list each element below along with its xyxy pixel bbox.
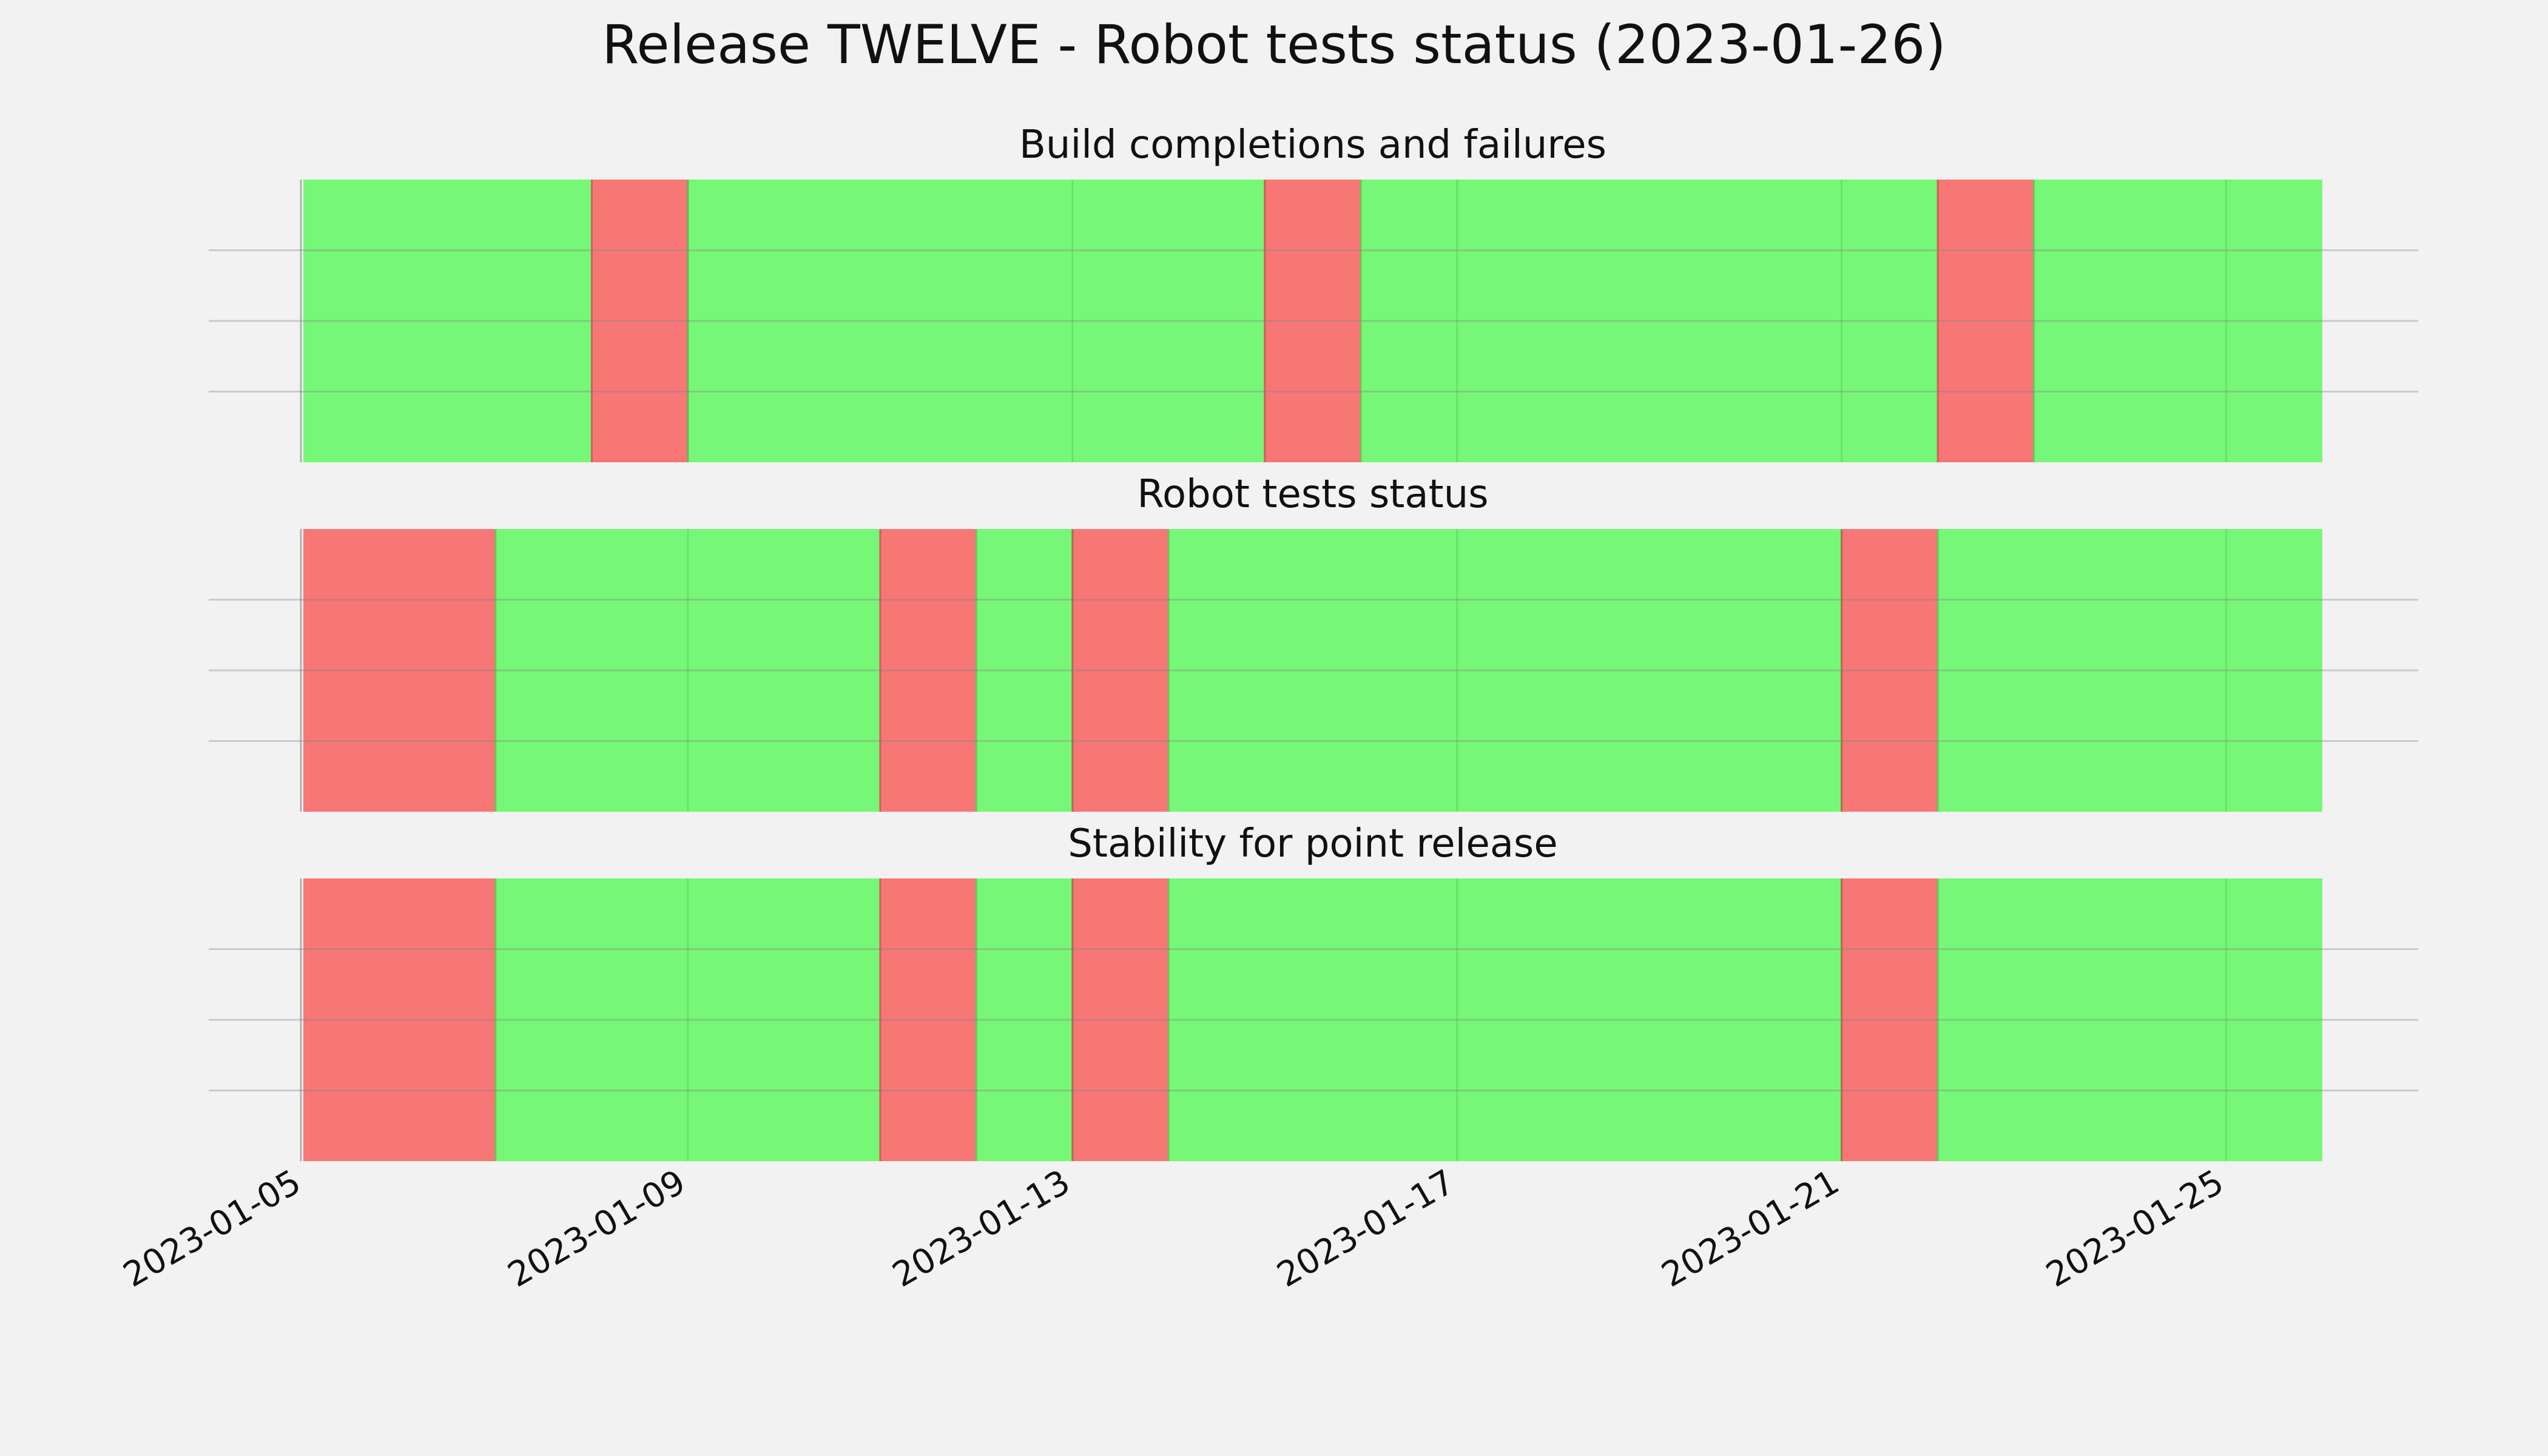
status-segment-fail <box>1072 529 1169 812</box>
status-segment-pass <box>495 529 880 812</box>
status-segment-pass <box>495 878 880 1161</box>
status-segment-pass <box>2034 180 2322 462</box>
status-segment-pass <box>1938 878 2322 1161</box>
panel-title: Robot tests status <box>1137 472 1488 517</box>
status-segment-fail <box>1841 529 1938 812</box>
status-segment-fail <box>303 878 496 1161</box>
panel-title: Build completions and failures <box>1019 123 1606 167</box>
status-segment-fail <box>880 878 977 1161</box>
status-segment-fail <box>303 529 496 812</box>
status-segment-pass <box>303 180 592 462</box>
panel-3: Stability for point release <box>209 821 2418 1161</box>
panel-2: Robot tests status <box>209 472 2418 812</box>
status-segment-pass <box>1168 878 1842 1161</box>
chart-title: Release TWELVE - Robot tests status (202… <box>602 13 1946 76</box>
status-segment-pass <box>976 878 1073 1161</box>
status-segment-pass <box>1938 529 2322 812</box>
status-segment-fail <box>1264 180 1361 462</box>
status-segment-pass <box>976 529 1073 812</box>
status-segment-fail <box>1938 180 2034 462</box>
status-segment-pass <box>687 180 1265 462</box>
status-segment-pass <box>1361 180 1938 462</box>
panel-1: Build completions and failures <box>209 123 2418 462</box>
panels: Build completions and failures Robot test… <box>209 123 2418 1161</box>
status-segment-fail <box>592 180 688 462</box>
status-segment-pass <box>1168 529 1842 812</box>
panel-title: Stability for point release <box>1068 821 1558 866</box>
status-segment-fail <box>1841 878 1938 1161</box>
status-segment-fail <box>1072 878 1169 1161</box>
status-segment-fail <box>880 529 977 812</box>
